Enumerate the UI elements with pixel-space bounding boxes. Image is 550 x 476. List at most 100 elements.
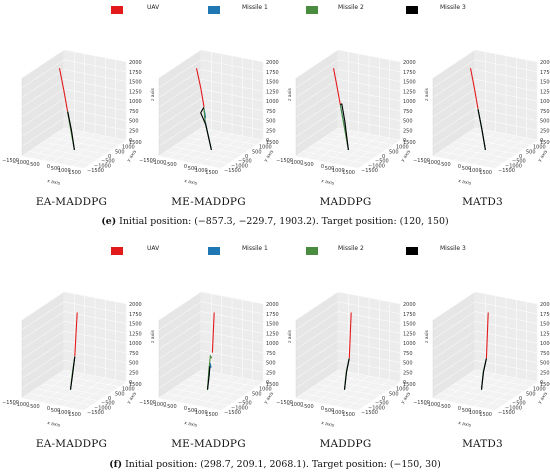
panel-f-maddpg: −1500 −1000 −500 0 500 1000 1500 −1500 −1000 −500… xyxy=(276,291,430,429)
grid-line xyxy=(337,369,401,383)
legend-missile1-label-2: Missile 1 xyxy=(242,245,268,252)
grid-line xyxy=(432,108,476,137)
grid-line xyxy=(295,397,359,411)
panel-e-ea-maddpg: −1500 −1000 −500 0 500 1000 1500 −1500 −1000 −500… xyxy=(2,49,156,187)
x-tick-label: −1500 xyxy=(413,400,430,406)
caption-f-label: (f) xyxy=(109,459,123,470)
caption-e: (e) Initial position: (−857.3, −229.7, 1… xyxy=(0,216,550,227)
grid-line xyxy=(295,98,339,127)
grid-line xyxy=(337,118,401,131)
grid-line xyxy=(21,88,65,118)
grid-line xyxy=(158,350,202,379)
grid-line xyxy=(63,98,127,111)
grid-line xyxy=(295,69,339,98)
grid-line xyxy=(63,79,127,92)
caption-f-text: Initial position: (298.7, 209.1, 2068.1)… xyxy=(122,459,441,470)
y-tick-label: −1500 xyxy=(87,168,104,174)
x-tick-label: −1500 xyxy=(276,400,293,406)
grid-line xyxy=(186,379,250,392)
grid-line xyxy=(21,98,65,127)
grid-line xyxy=(200,369,264,383)
y-tick-label: −1000 xyxy=(94,163,111,169)
grid-line xyxy=(158,69,202,98)
grid-line xyxy=(474,88,538,102)
z-tick-label: 1750 xyxy=(129,70,142,76)
grid-line xyxy=(295,108,339,137)
z-tick-label: 250 xyxy=(403,128,413,134)
y-tick-label: 0 xyxy=(519,154,522,160)
grid-line xyxy=(158,108,202,137)
grid-line xyxy=(295,360,339,389)
trajectory-uav xyxy=(332,68,341,105)
x-tick-label: 0 xyxy=(458,164,461,170)
grid-line xyxy=(432,321,476,350)
y-tick-label: −1500 xyxy=(498,168,515,174)
x-tick-label: 0 xyxy=(184,164,187,170)
grid-line xyxy=(56,374,120,387)
grid-line xyxy=(323,137,387,150)
z-tick-label: 250 xyxy=(129,128,139,134)
grid-line xyxy=(200,88,264,102)
legend-top: UAV Missile 1 Missile 2 Missile 3 xyxy=(0,2,550,18)
x-tick-label: 1500 xyxy=(205,412,218,418)
grid-line xyxy=(474,59,538,72)
trajectory-missile-3 xyxy=(67,111,75,150)
y-tick-label: 0 xyxy=(382,154,385,160)
x-tick-label: −1500 xyxy=(413,158,430,164)
legend-uav-label: UAV xyxy=(147,4,160,11)
grid-line xyxy=(63,291,127,305)
x-tick-label: 1500 xyxy=(68,412,81,418)
y-tick-label: −500 xyxy=(375,159,389,165)
x-tick-label: 500 xyxy=(188,166,198,172)
caption-e-label: (e) xyxy=(101,216,117,227)
grid-line xyxy=(474,291,538,305)
grid-line xyxy=(158,79,202,108)
grid-line xyxy=(21,311,65,340)
x-tick-label: 1500 xyxy=(479,170,492,176)
panel-e-matd3: −1500 −1000 −500 0 500 1000 1500 −1500 −1000 −500… xyxy=(413,49,550,187)
grid-line xyxy=(172,388,236,401)
grid-line xyxy=(337,350,401,363)
grid-line xyxy=(158,397,222,411)
grid-line xyxy=(432,291,476,321)
grid-line xyxy=(460,379,524,392)
grid-line xyxy=(295,301,339,330)
trajectory-missile-3 xyxy=(343,358,350,390)
z-tick-label: 250 xyxy=(266,370,276,376)
y-tick-label: 1500 xyxy=(129,140,142,146)
grid-line xyxy=(474,49,538,63)
caption-e-text: Initial position: (−857.3, −229.7, 1903.… xyxy=(116,216,449,227)
method-label-f-me-maddpg: ME-MADDPG xyxy=(171,438,246,450)
x-tick-label: 1500 xyxy=(479,412,492,418)
y-tick-label: 500 xyxy=(252,391,262,397)
grid-line xyxy=(63,49,127,63)
y-tick-label: −500 xyxy=(101,401,115,407)
x-tick-label: 0 xyxy=(47,164,50,170)
caption-f: (f) Initial position: (298.7, 209.1, 206… xyxy=(0,459,550,470)
grid-line xyxy=(295,330,339,360)
trajectory-uav xyxy=(469,68,479,109)
grid-line xyxy=(439,151,503,164)
z-axis-label: z axis xyxy=(150,88,156,101)
z-tick-label: 0 xyxy=(266,138,269,144)
grid-line xyxy=(432,79,476,108)
panel-e-me-maddpg: −1500 −1000 −500 0 500 1000 1500 −1500 −1000 −500… xyxy=(139,49,293,187)
z-tick-label: 1250 xyxy=(540,89,550,95)
grid-line xyxy=(432,49,476,79)
z-tick-label: 500 xyxy=(266,361,276,367)
trajectory-missile-3 xyxy=(206,366,211,390)
grid-line xyxy=(63,69,127,82)
grid-line xyxy=(21,330,65,360)
y-tick-label: 1000 xyxy=(259,145,272,151)
z-tick-label: 1000 xyxy=(403,341,416,347)
grid-line xyxy=(158,155,222,169)
x-tick-label: 500 xyxy=(51,408,61,414)
z-tick-label: 1500 xyxy=(266,322,279,328)
z-tick-label: 750 xyxy=(403,351,413,357)
grid-line xyxy=(63,350,127,363)
method-label-f-matd3: MATD3 xyxy=(462,438,503,450)
z-tick-label: 1750 xyxy=(403,312,416,318)
grid-line xyxy=(474,340,538,353)
